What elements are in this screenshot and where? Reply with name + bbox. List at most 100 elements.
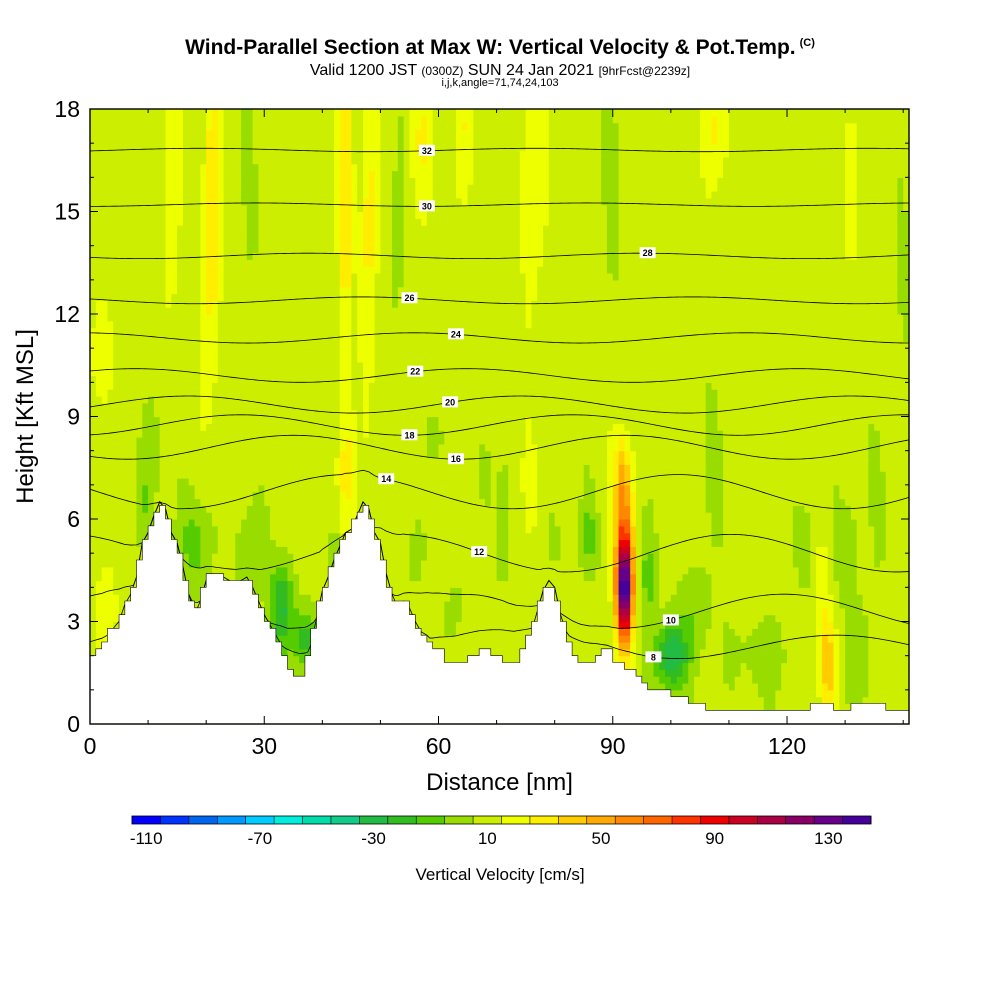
w-cell: [119, 177, 126, 185]
w-cell: [107, 115, 114, 124]
w-cell: [409, 566, 416, 575]
w-cell: [119, 594, 126, 602]
w-cell: [380, 314, 387, 322]
w-cell: [95, 553, 103, 561]
w-cell: [252, 252, 260, 260]
w-cell: [386, 334, 393, 342]
w-cell: [246, 478, 254, 486]
w-cell: [188, 375, 196, 383]
w-cell: [177, 163, 184, 172]
w-cell: [142, 307, 149, 315]
w-cell: [95, 177, 103, 185]
w-cell: [333, 307, 341, 315]
w-cell: [368, 109, 376, 117]
w-cell: [241, 471, 248, 479]
w-cell: [380, 211, 387, 219]
w-cell: [328, 327, 335, 336]
w-cell: [159, 293, 167, 301]
w-cell: [107, 163, 114, 172]
w-cell: [403, 539, 411, 547]
w-cell: [299, 375, 306, 383]
w-cell: [200, 525, 207, 534]
w-cell: [392, 300, 399, 308]
w-cell: [223, 163, 231, 172]
w-cell: [107, 150, 114, 158]
w-cell: [258, 307, 265, 315]
w-cell: [194, 573, 201, 582]
w-cell: [124, 519, 132, 527]
w-cell: [333, 505, 341, 513]
w-cell: [130, 423, 138, 431]
w-cell: [211, 560, 219, 568]
w-cell: [403, 409, 411, 418]
w-cell: [368, 320, 376, 329]
w-cell: [188, 293, 196, 301]
w-cell: [357, 450, 364, 459]
w-cell: [258, 136, 265, 144]
w-cell: [113, 170, 120, 178]
w-cell: [200, 211, 207, 219]
w-cell: [95, 361, 103, 370]
w-cell: [107, 601, 114, 609]
w-cell: [90, 293, 97, 301]
w-cell: [101, 409, 109, 418]
w-cell: [113, 573, 120, 582]
w-cell: [113, 498, 120, 506]
w-cell: [194, 252, 201, 260]
w-cell: [165, 150, 172, 158]
w-cell: [368, 457, 376, 465]
w-cell: [217, 177, 225, 185]
w-cell: [322, 450, 329, 459]
w-cell: [206, 498, 213, 506]
w-cell: [310, 273, 318, 281]
w-cell: [200, 266, 207, 274]
w-cell: [345, 273, 352, 281]
w-cell: [206, 423, 213, 431]
w-cell: [403, 355, 411, 363]
w-cell: [148, 423, 155, 431]
w-cell: [177, 184, 184, 192]
w-cell: [304, 409, 312, 418]
w-cell: [374, 512, 382, 520]
w-cell: [188, 560, 196, 568]
w-cell: [200, 252, 207, 260]
w-cell: [211, 170, 219, 178]
w-cell: [223, 191, 231, 199]
w-cell: [316, 273, 323, 281]
w-cell: [322, 197, 329, 206]
w-cell: [95, 471, 103, 479]
w-cell: [363, 300, 370, 308]
w-cell: [264, 115, 271, 124]
w-cell: [310, 402, 318, 411]
w-cell: [363, 232, 370, 240]
w-cell: [241, 519, 248, 527]
w-cell: [264, 580, 271, 588]
w-cell: [153, 314, 161, 322]
w-cell: [287, 642, 294, 650]
w-cell: [153, 396, 161, 404]
w-cell: [328, 368, 335, 377]
w-cell: [95, 334, 103, 342]
w-cell: [188, 115, 196, 124]
w-cell: [130, 382, 138, 390]
w-cell: [246, 156, 254, 165]
w-cell: [275, 484, 283, 493]
w-cell: [217, 368, 225, 377]
w-cell: [223, 430, 231, 438]
w-cell: [264, 607, 271, 616]
w-cell: [333, 197, 341, 206]
w-cell: [316, 225, 323, 233]
w-cell: [328, 402, 335, 411]
w-cell: [368, 478, 376, 486]
w-cell: [386, 450, 393, 459]
w-cell: [101, 491, 109, 500]
w-cell: [200, 341, 207, 349]
w-cell: [270, 539, 277, 547]
w-cell: [95, 211, 103, 219]
w-cell: [316, 300, 323, 308]
w-cell: [270, 300, 277, 308]
w-cell: [339, 361, 347, 370]
w-cell: [357, 225, 364, 233]
w-cell: [281, 368, 289, 377]
